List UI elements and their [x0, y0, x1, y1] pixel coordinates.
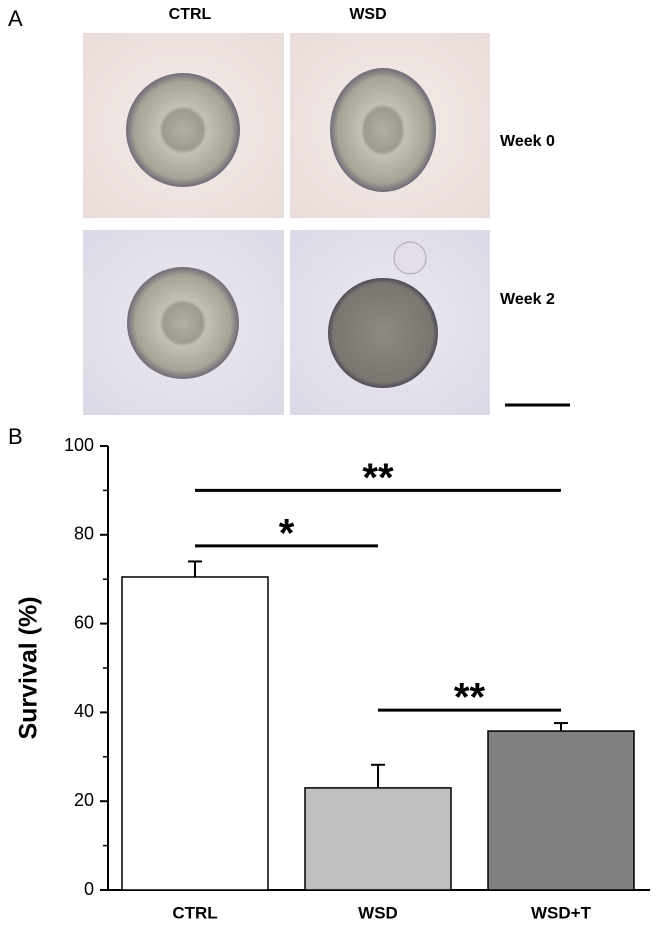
bar: [487, 730, 635, 891]
y-tick-label: 40: [74, 701, 94, 721]
y-tick-label: 100: [64, 435, 94, 455]
row-label: Week 2: [500, 291, 555, 308]
y-tick-label: 20: [74, 790, 94, 810]
x-tick-label: WSD: [358, 903, 398, 922]
debris: [393, 241, 427, 275]
panel-label: A: [8, 6, 23, 31]
y-tick-label: 80: [74, 524, 94, 544]
micrographs: [83, 33, 570, 415]
row-label: Week 0: [500, 133, 555, 150]
x-tick-label: WSD+T: [531, 903, 592, 922]
significance-label: **: [454, 676, 486, 720]
bar: [304, 787, 452, 891]
x-tick-label: CTRL: [172, 903, 217, 922]
oocyte: [328, 278, 438, 388]
bar: [121, 576, 269, 891]
column-label: CTRL: [169, 6, 212, 23]
oocyte: [126, 73, 240, 187]
y-axis-label: Survival (%): [15, 596, 43, 739]
significance-label: **: [362, 456, 394, 500]
y-tick-label: 0: [84, 879, 94, 899]
column-label: WSD: [349, 6, 386, 23]
significance-label: *: [279, 511, 295, 555]
y-tick-label: 60: [74, 612, 94, 632]
panel-label: B: [8, 424, 23, 449]
oocyte: [127, 267, 239, 379]
oocyte: [330, 68, 436, 192]
